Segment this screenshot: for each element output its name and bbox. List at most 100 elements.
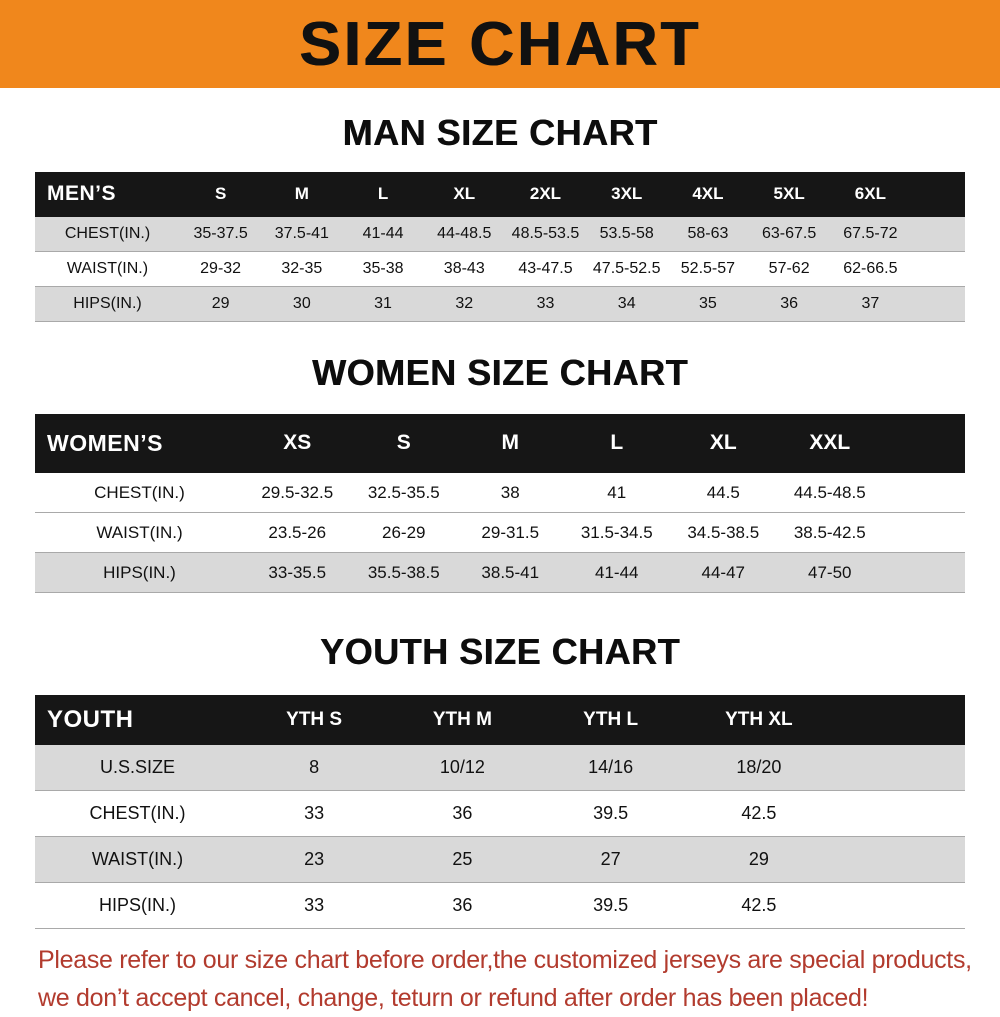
spacer-cell — [911, 286, 965, 322]
size-column-header: 5XL — [748, 172, 830, 217]
row-label-cell: HIPS(IN.) — [35, 882, 240, 929]
value-cell: 38.5-41 — [457, 552, 564, 593]
value-cell: 35-37.5 — [180, 216, 262, 252]
value-cell: 29-31.5 — [457, 512, 564, 553]
table-header-row: YOUTH YTH S YTH M YTH L YTH XL — [35, 695, 965, 745]
value-cell: 39.5 — [536, 882, 685, 929]
value-cell: 23 — [240, 836, 389, 883]
row-label-cell: CHEST(IN.) — [35, 472, 244, 513]
spacer-cell — [883, 552, 965, 593]
value-cell: 29-32 — [180, 251, 262, 287]
value-cell: 44-47 — [670, 552, 777, 593]
table-title-cell: WOMEN’S — [35, 414, 244, 473]
men-section-heading: MAN SIZE CHART — [342, 112, 658, 153]
spacer-cell — [883, 472, 965, 513]
value-cell: 38 — [457, 472, 564, 513]
value-cell: 53.5-58 — [586, 216, 668, 252]
spacer-cell — [833, 744, 965, 791]
data-row: WAIST(IN.) 23.5-26 26-29 29-31.5 31.5-34.5 34… — [35, 512, 965, 553]
size-column-header: L — [563, 414, 670, 473]
value-cell: 18/20 — [684, 744, 833, 791]
value-cell: 10/12 — [388, 744, 537, 791]
value-cell: 67.5-72 — [829, 216, 911, 252]
value-cell: 27 — [536, 836, 685, 883]
value-cell: 48.5-53.5 — [504, 216, 587, 252]
women-size-section: WOMEN SIZE CHART WOMEN’S XS S M L XL XXL CHEST(… — [0, 352, 1000, 593]
value-cell: 41-44 — [342, 216, 424, 252]
youth-size-table: YOUTH YTH S YTH M YTH L YTH XL U.S.SIZE 8 10/12… — [35, 695, 965, 929]
size-column-header: M — [261, 172, 343, 217]
table-header-row: WOMEN’S XS S M L XL XXL — [35, 414, 965, 473]
size-column-header: XXL — [776, 414, 883, 473]
row-label-cell: U.S.SIZE — [35, 744, 240, 791]
table-header-row: MEN’S S M L XL 2XL 3XL 4XL 5XL 6XL — [35, 172, 965, 217]
value-cell: 36 — [388, 882, 537, 929]
women-size-table: WOMEN’S XS S M L XL XXL CHEST(IN.) 29.5-32.5 32.5… — [35, 414, 965, 593]
spacer-cell — [833, 836, 965, 883]
value-cell: 47-50 — [776, 552, 883, 593]
row-label-cell: HIPS(IN.) — [35, 286, 180, 322]
size-column-header: XL — [423, 172, 505, 217]
spacer-cell — [911, 172, 965, 217]
data-row: CHEST(IN.) 33 36 39.5 42.5 — [35, 790, 965, 837]
data-row: HIPS(IN.) 29 30 31 32 33 34 35 36 37 — [35, 286, 965, 322]
spacer-cell — [833, 790, 965, 837]
value-cell: 58-63 — [667, 216, 749, 252]
value-cell: 31 — [342, 286, 424, 322]
value-cell: 57-62 — [748, 251, 830, 287]
value-cell: 44-48.5 — [423, 216, 505, 252]
size-column-header: L — [342, 172, 424, 217]
spacer-cell — [911, 216, 965, 252]
value-cell: 33 — [240, 790, 389, 837]
banner-title: SIZE CHART — [299, 9, 701, 79]
value-cell: 33 — [240, 882, 389, 929]
value-cell: 32-35 — [261, 251, 343, 287]
value-cell: 33-35.5 — [244, 552, 351, 593]
value-cell: 62-66.5 — [829, 251, 911, 287]
value-cell: 44.5-48.5 — [776, 472, 883, 513]
size-column-header: 6XL — [829, 172, 911, 217]
data-row: WAIST(IN.) 29-32 32-35 35-38 38-43 43-47.5 47.… — [35, 251, 965, 287]
size-column-header: S — [350, 414, 457, 473]
row-label-cell: WAIST(IN.) — [35, 512, 244, 553]
data-row: CHEST(IN.) 29.5-32.5 32.5-35.5 38 41 44.5 44.5… — [35, 472, 965, 513]
table-title-cell: YOUTH — [35, 695, 240, 745]
value-cell: 29 — [684, 836, 833, 883]
size-column-header: 3XL — [586, 172, 668, 217]
size-column-header: XS — [244, 414, 351, 473]
value-cell: 47.5-52.5 — [586, 251, 668, 287]
value-cell: 34.5-38.5 — [670, 512, 777, 553]
value-cell: 44.5 — [670, 472, 777, 513]
youth-section-heading: YOUTH SIZE CHART — [319, 631, 680, 672]
spacer-cell — [911, 251, 965, 287]
value-cell: 29.5-32.5 — [244, 472, 351, 513]
value-cell: 34 — [586, 286, 668, 322]
spacer-cell — [883, 512, 965, 553]
size-chart-banner: SIZE CHART — [0, 0, 1000, 88]
women-section-heading: WOMEN SIZE CHART — [312, 352, 688, 393]
footer-line-1: Please refer to our size chart before or… — [38, 946, 972, 974]
value-cell: 42.5 — [684, 882, 833, 929]
value-cell: 38-43 — [423, 251, 505, 287]
row-label-cell: HIPS(IN.) — [35, 552, 244, 593]
size-column-header: S — [180, 172, 262, 217]
row-label-cell: WAIST(IN.) — [35, 251, 180, 287]
size-column-header: 4XL — [667, 172, 749, 217]
row-label-cell: CHEST(IN.) — [35, 216, 180, 252]
value-cell: 25 — [388, 836, 537, 883]
value-cell: 39.5 — [536, 790, 685, 837]
men-size-table: MEN’S S M L XL 2XL 3XL 4XL 5XL 6XL CHEST(IN.) 35-37… — [35, 172, 965, 322]
footer-line-2: we don’t accept cancel, change, teturn o… — [38, 984, 869, 1012]
footer-note: Please refer to our size chart before or… — [0, 941, 1000, 1017]
size-column-header: YTH L — [536, 695, 685, 745]
value-cell: 26-29 — [350, 512, 457, 553]
row-label-cell: WAIST(IN.) — [35, 836, 240, 883]
value-cell: 30 — [261, 286, 343, 322]
value-cell: 35 — [667, 286, 749, 322]
spacer-cell — [883, 414, 965, 473]
data-row: CHEST(IN.) 35-37.5 37.5-41 41-44 44-48.5 48.5… — [35, 216, 965, 252]
row-label-cell: CHEST(IN.) — [35, 790, 240, 837]
youth-size-section: YOUTH SIZE CHART YOUTH YTH S YTH M YTH L YTH… — [0, 631, 1000, 929]
value-cell: 52.5-57 — [667, 251, 749, 287]
value-cell: 43-47.5 — [504, 251, 587, 287]
